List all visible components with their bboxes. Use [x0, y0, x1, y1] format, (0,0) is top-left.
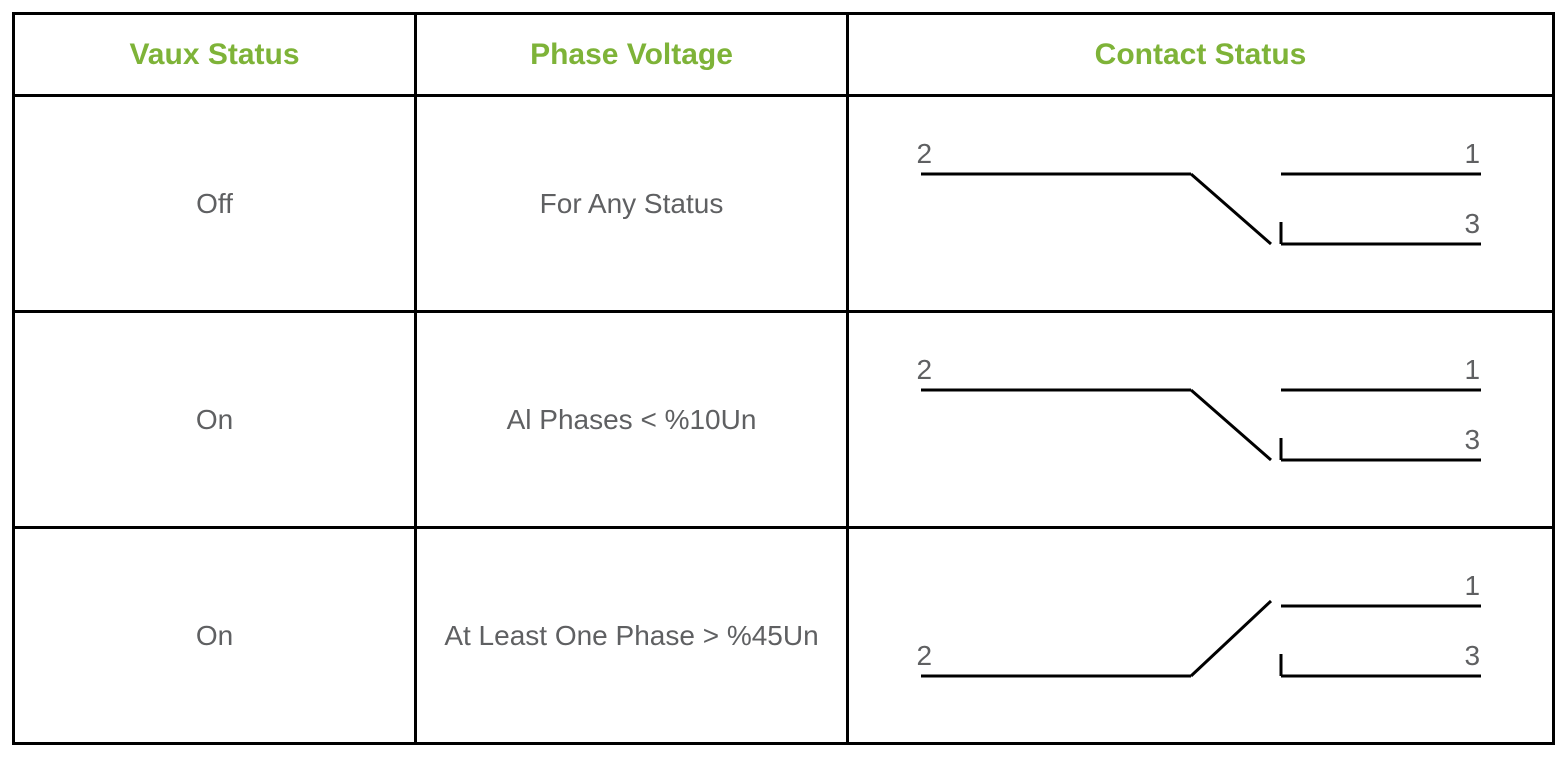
- header-vaux: Vaux Status: [14, 14, 416, 96]
- terminal-3-label: 3: [1465, 640, 1481, 672]
- cell-phase: For Any Status: [416, 96, 848, 312]
- terminal-3-label: 3: [1465, 208, 1481, 240]
- cell-contact: 2 1 3: [848, 528, 1554, 744]
- table-row: On Al Phases < %10Un 2 1 3: [14, 312, 1554, 528]
- table-row: Off For Any Status 2 1 3: [14, 96, 1554, 312]
- terminal-3-label: 3: [1465, 424, 1481, 456]
- terminal-2-label: 2: [917, 138, 933, 170]
- terminal-1-label: 1: [1465, 570, 1481, 602]
- terminal-2-label: 2: [917, 640, 933, 672]
- status-table: Vaux Status Phase Voltage Contact Status…: [12, 12, 1555, 745]
- cell-vaux: Off: [14, 96, 416, 312]
- contact-diagram: 2 1 3: [891, 546, 1511, 726]
- header-row: Vaux Status Phase Voltage Contact Status: [14, 14, 1554, 96]
- table-row: On At Least One Phase > %45Un 2 1 3: [14, 528, 1554, 744]
- header-phase: Phase Voltage: [416, 14, 848, 96]
- contact-diagram: 2 1 3: [891, 114, 1511, 294]
- cell-phase: At Least One Phase > %45Un: [416, 528, 848, 744]
- cell-vaux: On: [14, 528, 416, 744]
- terminal-1-label: 1: [1465, 138, 1481, 170]
- cell-contact: 2 1 3: [848, 312, 1554, 528]
- header-contact: Contact Status: [848, 14, 1554, 96]
- cell-contact: 2 1 3: [848, 96, 1554, 312]
- terminal-2-label: 2: [917, 354, 933, 386]
- contact-diagram: 2 1 3: [891, 330, 1511, 510]
- cell-phase: Al Phases < %10Un: [416, 312, 848, 528]
- cell-vaux: On: [14, 312, 416, 528]
- terminal-1-label: 1: [1465, 354, 1481, 386]
